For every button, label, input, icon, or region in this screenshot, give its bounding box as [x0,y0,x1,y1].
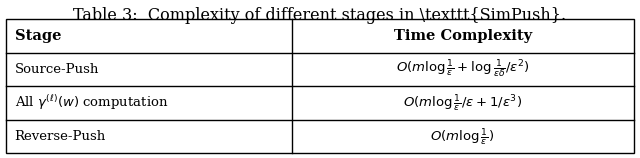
Text: $O(m\log\frac{1}{\epsilon})$: $O(m\log\frac{1}{\epsilon})$ [431,126,495,147]
Text: Reverse-Push: Reverse-Push [15,130,106,143]
Text: All $\gamma^{(\ell)}(w)$ computation: All $\gamma^{(\ell)}(w)$ computation [15,93,168,112]
Text: $O(m\log\frac{1}{\epsilon}/\epsilon + 1/\epsilon^3)$: $O(m\log\frac{1}{\epsilon}/\epsilon + 1/… [403,93,522,113]
Text: $O(m\log\frac{1}{\epsilon} + \log\frac{1}{\epsilon\delta}/\epsilon^2)$: $O(m\log\frac{1}{\epsilon} + \log\frac{1… [396,58,529,80]
Text: Time Complexity: Time Complexity [394,29,532,43]
Text: Table 3:  Complexity of different stages in \texttt{SimPush}.: Table 3: Complexity of different stages … [74,7,566,24]
Text: Source-Push: Source-Push [15,63,99,76]
Text: Stage: Stage [15,29,61,43]
